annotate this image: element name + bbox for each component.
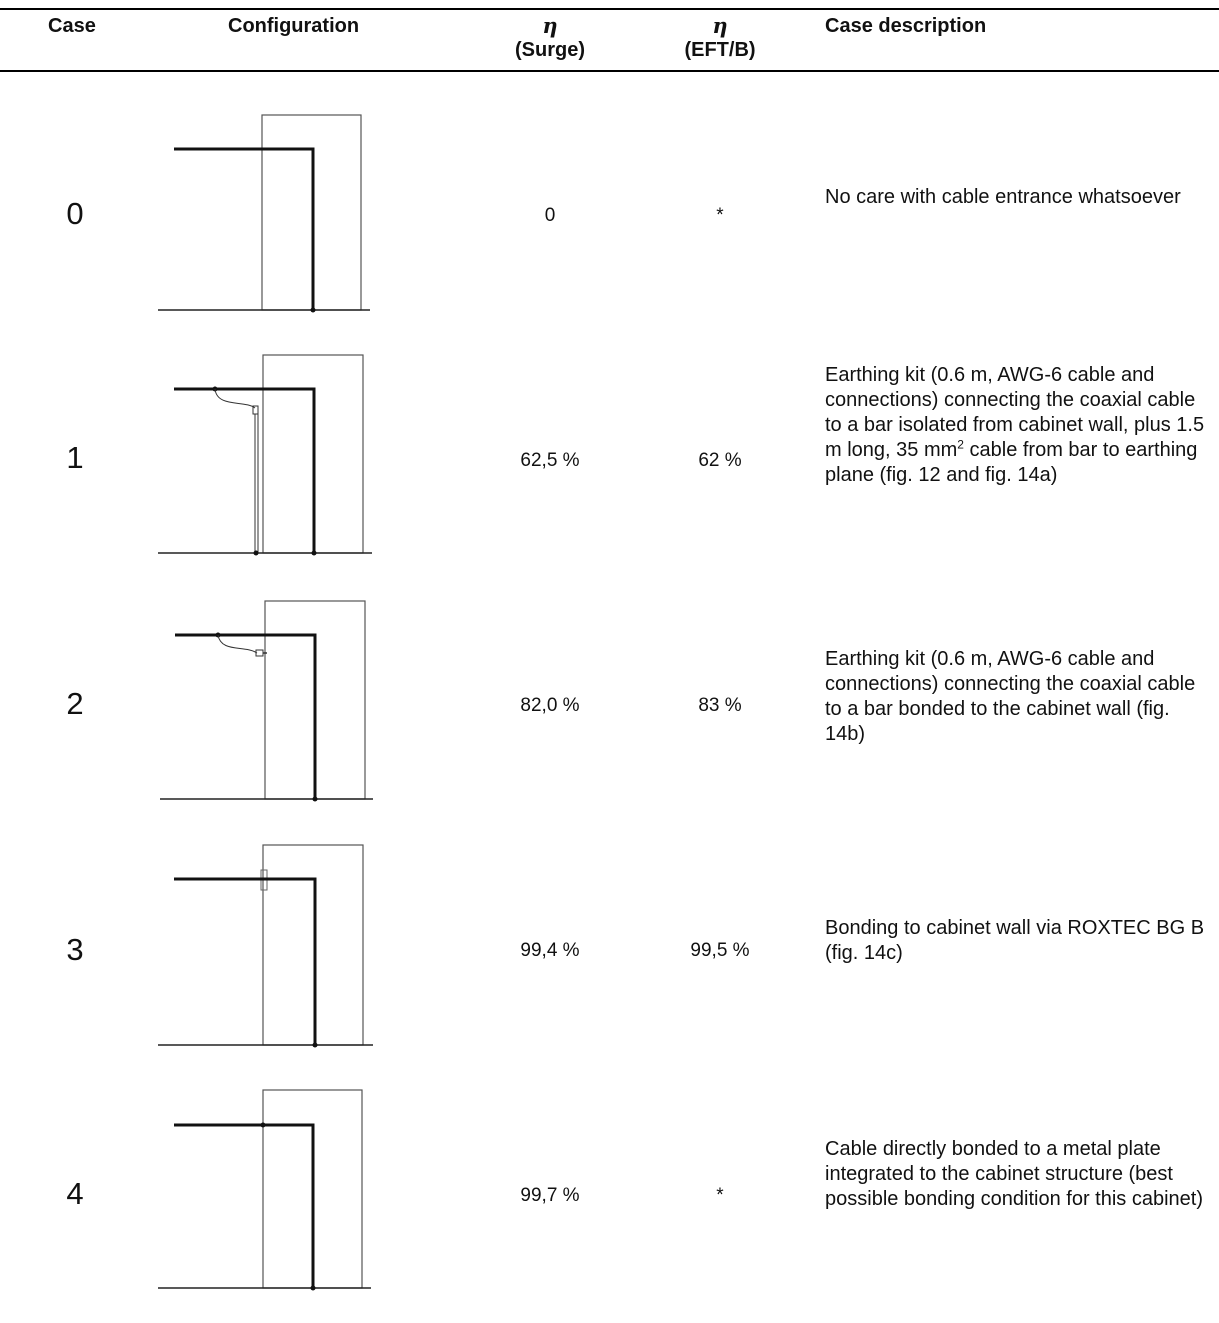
case-description: Bonding to cabinet wall via ROXTEC BG B … <box>825 917 1205 964</box>
case-number: 0 <box>66 196 84 231</box>
surge-value: 99,7 % <box>520 1185 580 1206</box>
surge-value: 99,4 % <box>520 940 580 961</box>
case-number: 2 <box>66 686 84 721</box>
header-eta-eft: η (EFT/B) <box>665 14 775 62</box>
surge-value: 82,0 % <box>520 695 580 716</box>
configuration-diagram-case-3 <box>158 844 373 1048</box>
eft-value: 62 % <box>698 450 742 471</box>
header-case: Case <box>48 15 96 37</box>
header-bottom-rule <box>0 70 1219 72</box>
eft-value: * <box>716 205 724 226</box>
case-description-text-continued: cable from bar to earthing plane (fig. 1… <box>825 439 1198 486</box>
case-description: Earthing kit (0.6 m, AWG-6 cable and con… <box>825 648 1196 745</box>
surge-value: 62,5 % <box>520 450 580 471</box>
configuration-diagram-case-2 <box>160 600 373 802</box>
eft-value: 99,5 % <box>690 940 750 961</box>
superscript: 2 <box>957 437 964 452</box>
configuration-diagram-case-0 <box>158 114 370 313</box>
header-configuration: Configuration <box>228 15 360 37</box>
header-description: Case description <box>825 15 987 37</box>
case-description-text: Earthing kit (0.6 m, AWG-6 cable and con… <box>825 364 1205 461</box>
configuration-diagram-case-1 <box>158 354 372 556</box>
case-number: 3 <box>66 932 84 967</box>
eft-value: * <box>716 1185 724 1206</box>
header-eta-surge: η (Surge) <box>490 14 610 62</box>
configuration-diagram-case-4 <box>158 1089 371 1291</box>
eft-value: 83 % <box>698 695 742 716</box>
header-surge-label: (Surge) <box>515 39 585 61</box>
eta-symbol: η <box>712 13 728 38</box>
case-number: 1 <box>66 440 84 475</box>
header-eft-label: (EFT/B) <box>684 39 756 61</box>
case-description: Earthing kit (0.6 m, AWG-6 cable and con… <box>825 363 1215 488</box>
case-description: No care with cable entrance whatsoever <box>825 186 1181 208</box>
eta-symbol: η <box>542 13 558 38</box>
surge-value: 0 <box>544 205 556 226</box>
table-top-rule <box>0 8 1219 10</box>
case-number: 4 <box>66 1176 84 1211</box>
case-description: Cable directly bonded to a metal plate i… <box>825 1138 1204 1210</box>
